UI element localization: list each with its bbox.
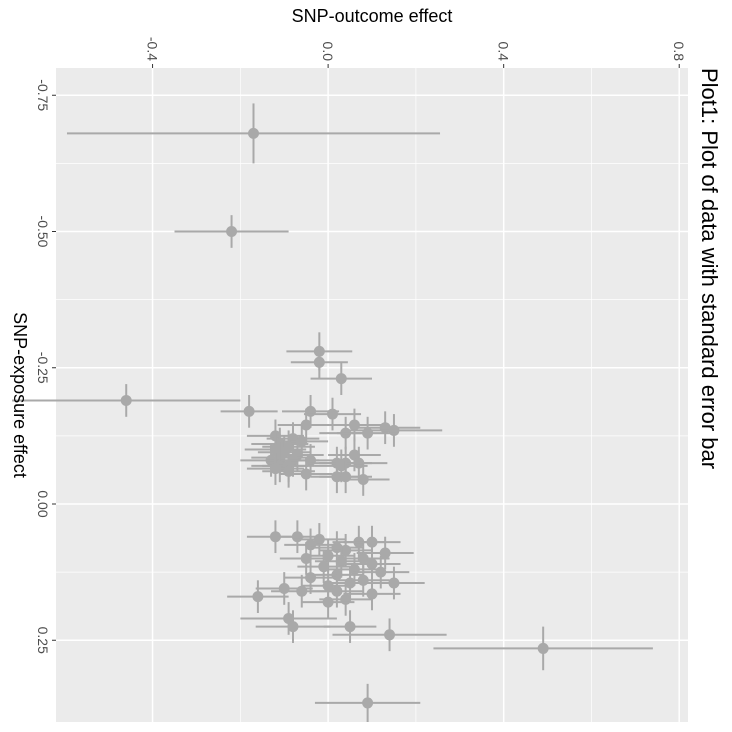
point-marker xyxy=(357,574,369,586)
point-marker xyxy=(291,531,303,543)
point-marker xyxy=(283,612,295,624)
x-axis-ticks: -0.75 -0.50 -0.25 0.00 0.25 xyxy=(35,79,56,654)
point-marker xyxy=(269,463,281,475)
y-tick-label: 0.8 xyxy=(671,42,687,62)
x-tick-label: -0.75 xyxy=(35,79,51,111)
data-point xyxy=(310,362,372,395)
x-tick-label: -0.25 xyxy=(35,352,51,384)
chart-title: Plot1: Plot of data with standard error … xyxy=(697,68,722,469)
y-tick-label: 0.0 xyxy=(320,42,336,62)
point-marker xyxy=(388,577,400,589)
point-marker xyxy=(335,460,347,472)
point-marker xyxy=(348,449,360,461)
point-marker xyxy=(362,697,374,709)
data-points xyxy=(12,103,653,722)
point-marker xyxy=(340,471,352,483)
point-marker xyxy=(379,547,391,559)
point-marker xyxy=(340,593,352,605)
panel-background xyxy=(56,68,688,722)
data-point xyxy=(343,525,401,559)
point-marker xyxy=(357,473,369,485)
y-axis-label: SNP-outcome effect xyxy=(292,6,453,26)
data-point xyxy=(310,574,364,608)
point-marker xyxy=(300,553,312,564)
data-point xyxy=(290,345,348,379)
point-marker xyxy=(120,394,132,406)
data-point xyxy=(343,577,401,611)
data-point xyxy=(323,610,377,643)
data-point xyxy=(255,610,331,643)
point-marker xyxy=(287,621,299,633)
point-marker xyxy=(252,591,264,603)
point-marker xyxy=(226,226,238,237)
point-marker xyxy=(296,585,308,597)
grid-lines xyxy=(56,68,688,722)
data-point xyxy=(240,602,337,635)
point-marker xyxy=(313,356,325,368)
y-tick-label: 0.4 xyxy=(496,42,512,62)
point-marker xyxy=(300,419,312,431)
data-point xyxy=(433,626,653,671)
x-tick-label: -0.50 xyxy=(35,216,51,248)
data-point xyxy=(301,585,355,619)
point-marker xyxy=(344,621,356,633)
point-marker xyxy=(366,588,378,600)
point-marker xyxy=(243,405,255,417)
data-point xyxy=(12,384,241,417)
point-marker xyxy=(366,558,378,570)
data-point xyxy=(343,547,401,581)
point-marker xyxy=(278,582,290,594)
point-marker xyxy=(335,373,347,385)
y-tick-label: -0.4 xyxy=(145,37,161,61)
point-marker xyxy=(300,468,312,480)
point-marker xyxy=(313,533,325,545)
y-axis-ticks: -0.4 0.0 0.4 0.8 xyxy=(145,37,687,68)
data-point xyxy=(332,618,447,652)
point-marker xyxy=(384,629,396,641)
point-marker xyxy=(537,642,549,654)
data-point xyxy=(279,457,333,491)
point-marker xyxy=(340,544,352,556)
data-point xyxy=(66,103,441,164)
point-marker xyxy=(348,419,360,431)
x-axis-label: SNP-exposure effect xyxy=(10,312,30,478)
point-marker xyxy=(305,572,317,584)
data-point xyxy=(220,395,278,428)
x-tick-label: 0.25 xyxy=(35,627,51,654)
point-marker xyxy=(388,424,400,436)
data-point xyxy=(277,408,335,442)
data-point xyxy=(336,416,399,450)
point-marker xyxy=(362,427,374,439)
data-point xyxy=(314,683,421,722)
point-marker xyxy=(331,585,343,597)
x-tick-label: 0.00 xyxy=(35,490,51,517)
data-point xyxy=(227,580,289,613)
data-point xyxy=(336,463,390,496)
point-marker xyxy=(248,127,259,139)
point-marker xyxy=(318,561,330,573)
data-point xyxy=(174,215,289,248)
point-marker xyxy=(283,465,295,477)
point-marker xyxy=(375,566,387,578)
plot-area: -0.75 -0.50 -0.25 0.00 0.25 -0.4 0.0 0.4 0.8 SN… xyxy=(10,6,722,722)
point-marker xyxy=(327,408,338,420)
point-marker xyxy=(322,596,334,608)
point-marker xyxy=(366,536,378,548)
